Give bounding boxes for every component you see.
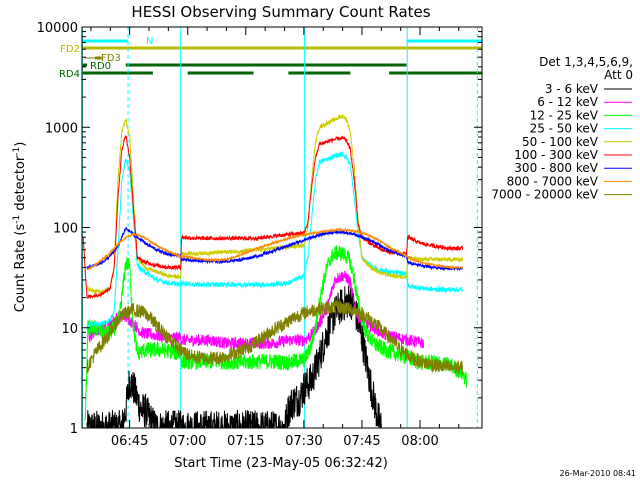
timestamp: 26-Mar-2010 08:41: [560, 469, 637, 478]
legend-header-detectors: Det 1,3,4,5,6,9,: [539, 55, 633, 69]
legend-label-300-800-kev: 300 - 800 keV: [514, 161, 598, 175]
x-tick-label-06-45: 06:45: [111, 434, 148, 449]
y-tick-label-10000: 10000: [37, 21, 78, 36]
flag-label-fd2: FD2: [60, 44, 80, 55]
legend-label-25-50-kev: 25 - 50 keV: [530, 122, 599, 136]
y-tick-label-10: 10: [61, 322, 78, 337]
series-line-7000-20000-kev: [86, 300, 463, 375]
series-line-25-50-kev: [86, 150, 463, 330]
legend-label-800-7000-kev: 800 - 7000 keV: [507, 174, 599, 188]
series-line-300-800-kev: [86, 226, 463, 272]
series-line-12-25-kev: [84, 245, 467, 421]
y-axis: 1 10 100 1000 10000: [37, 21, 482, 437]
y-axis-label: Count Rate (s-1 detector-1): [12, 142, 28, 313]
flag-label-n: N: [146, 36, 153, 47]
x-tick-label-07-15: 07:15: [227, 434, 264, 449]
series-layer: [82, 113, 467, 430]
x-tick-label-07-00: 07:00: [169, 434, 206, 449]
flag-label-rd0: RD0: [90, 61, 111, 72]
x-axis-label: Start Time (23-May-05 06:32:42): [174, 456, 388, 471]
legend-label-6-12-kev: 6 - 12 keV: [537, 95, 599, 109]
flag-label-fd3: FD3: [101, 53, 121, 64]
x-tick-label-07-45: 07:45: [343, 434, 380, 449]
y-tick-label-1000: 1000: [45, 121, 78, 136]
legend-label-50-100-kev: 50 - 100 keV: [522, 135, 599, 149]
series-line-50-100-kev: [86, 113, 463, 295]
y-tick-label-100: 100: [53, 222, 78, 237]
chart-title: HESSI Observing Summary Count Rates: [131, 3, 430, 21]
x-tick-label-07-30: 07:30: [285, 434, 322, 449]
legend-label-3-6-kev: 3 - 6 keV: [545, 82, 599, 96]
legend-label-12-25-kev: 12 - 25 keV: [530, 108, 599, 122]
legend-label-100-300-kev: 100 - 300 keV: [514, 148, 598, 162]
y-tick-label-1: 1: [70, 422, 78, 437]
legend-label-7000-20000-kev: 7000 - 20000 keV: [491, 188, 598, 202]
series-line-800-7000-kev: [86, 227, 463, 271]
x-tick-label-08-00: 08:00: [401, 434, 438, 449]
legend-header-attenuator: Att 0: [604, 68, 633, 82]
x-axis: 06:45 07:00 07:15 07:30 07:45 08:00: [90, 27, 460, 449]
flag-label-rd4: RD4: [59, 69, 80, 80]
